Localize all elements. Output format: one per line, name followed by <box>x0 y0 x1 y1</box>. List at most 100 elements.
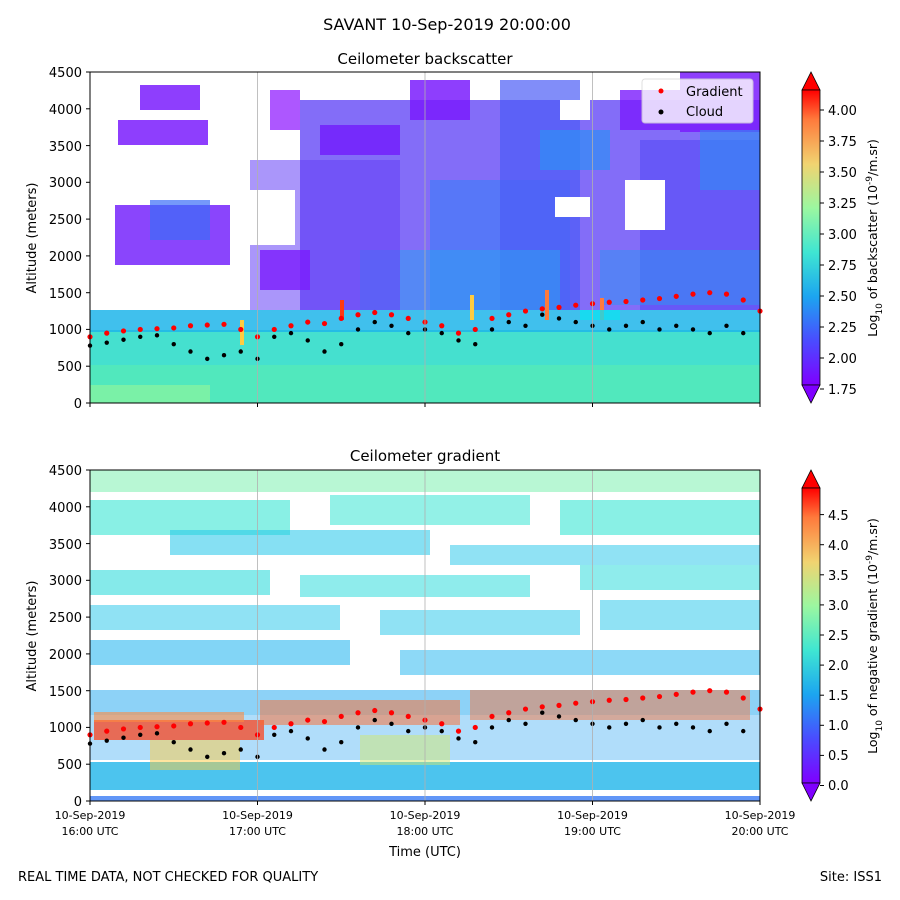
x-tick-date: 10-Sep-2019 <box>390 809 461 822</box>
colorbar-tick-label: 1.5 <box>828 689 849 704</box>
cloud-point <box>355 327 361 332</box>
gradient-point <box>522 308 529 314</box>
gradient-point <box>120 726 127 732</box>
cloud-point <box>238 747 243 752</box>
cloud-point <box>339 341 344 347</box>
cloud-point <box>674 721 679 726</box>
y-tick-label: 1500 <box>49 287 82 302</box>
cloud-point <box>707 330 712 336</box>
cloud-point <box>389 323 394 328</box>
colorbar-tick-label: 4.5 <box>828 509 849 524</box>
gradient-point <box>187 323 194 329</box>
colorbar-tick-label: 0.0 <box>828 779 849 794</box>
gradient-point <box>388 710 395 716</box>
gradient-point <box>305 319 311 325</box>
x-tick-date: 10-Sep-2019 <box>725 809 796 822</box>
gradient-gradient-markers <box>87 688 763 738</box>
colorbar-tick-label: 2.0 <box>828 659 849 674</box>
x-tick-time: 17:00 UTC <box>229 825 286 838</box>
y-tick-label: 0 <box>74 397 82 412</box>
gradient-point <box>539 306 545 312</box>
gradient-point <box>405 315 411 322</box>
y-tick-label: 1000 <box>49 323 82 338</box>
backscatter-y-label: Altitude (meters) <box>25 183 40 294</box>
cloud-point <box>657 725 662 730</box>
gradient-point <box>472 724 478 731</box>
gradient-point <box>455 330 462 336</box>
cloud-point <box>272 732 277 737</box>
cloud-point <box>623 323 629 328</box>
cloud-point <box>657 327 662 332</box>
colorbar-tick-label: 2.50 <box>828 290 857 305</box>
y-tick-label: 2000 <box>49 648 82 663</box>
cloud-point <box>724 323 729 328</box>
gradient-point <box>556 304 562 310</box>
x-tick-time: 20:00 UTC <box>731 825 788 838</box>
cloud-point <box>272 334 277 339</box>
y-tick-label: 500 <box>57 758 82 773</box>
gradient-point <box>104 728 110 734</box>
gradient-point <box>656 693 663 700</box>
y-tick-label: 4000 <box>49 501 82 516</box>
gradient-point <box>355 312 361 318</box>
cloud-point <box>355 725 361 730</box>
gradient-point <box>204 322 210 328</box>
gradient-point <box>439 323 445 329</box>
colorbar-tick-label: 3.50 <box>828 166 857 181</box>
gradient-point <box>321 320 328 327</box>
backscatter-cloud-markers <box>87 312 746 362</box>
cloud-point <box>322 349 327 354</box>
gradient-point <box>506 710 512 716</box>
gradient-point <box>338 315 344 322</box>
colorbar-tick-label: 2.5 <box>828 629 849 644</box>
x-tick-time: 16:00 UTC <box>61 825 118 838</box>
cloud-point <box>138 732 143 737</box>
y-tick-label: 2000 <box>49 250 82 265</box>
gradient-point <box>522 706 529 712</box>
cloud-point <box>607 725 612 730</box>
cloud-point <box>690 327 696 332</box>
backscatter-x-ticks <box>89 403 761 407</box>
cloud-point <box>724 721 729 726</box>
gradient-point <box>120 328 127 334</box>
cloud-point <box>188 349 193 354</box>
y-tick-label: 500 <box>57 360 82 375</box>
gradient-y-axis: 0 500 1000 1500 2000 2500 3000 3500 4000… <box>25 464 90 810</box>
gradient-point <box>405 713 411 720</box>
cloud-point <box>573 319 578 325</box>
gradient-point <box>623 696 629 703</box>
colorbar-tick-label: 3.75 <box>828 135 857 150</box>
legend-gradient-label: Gradient <box>686 85 743 100</box>
cloud-point <box>305 338 310 343</box>
backscatter-y-axis: 0 500 1000 1500 2000 2500 3000 3500 4000… <box>25 66 90 412</box>
cloud-point <box>389 721 394 726</box>
x-tick-date: 10-Sep-2019 <box>557 809 628 822</box>
x-axis-label: Time (UTC) <box>388 845 461 860</box>
gradient-point <box>137 724 143 731</box>
figure-title: SAVANT 10-Sep-2019 20:00:00 <box>323 15 571 34</box>
cloud-point <box>406 330 411 336</box>
cloud-point <box>188 747 193 752</box>
cloud-point <box>690 725 696 730</box>
gradient-point <box>171 723 177 729</box>
cloud-point <box>741 728 746 734</box>
cloud-point <box>456 736 461 741</box>
y-tick-label: 3500 <box>49 538 82 553</box>
cloud-point <box>205 754 210 760</box>
x-tick-date: 10-Sep-2019 <box>222 809 293 822</box>
cloud-point <box>489 327 495 332</box>
gradient-point <box>740 695 746 701</box>
gradient-point <box>573 700 579 706</box>
colorbar-tick-label: 1.0 <box>828 719 849 734</box>
legend-cloud-marker <box>658 109 664 115</box>
cloud-point <box>322 747 327 752</box>
y-tick-label: 4500 <box>49 66 82 81</box>
gradient-point <box>606 697 612 703</box>
gradient-point <box>187 721 194 727</box>
cloud-point <box>707 728 712 734</box>
cloud-point <box>121 735 126 740</box>
gradient-point <box>723 291 730 297</box>
gradient-point <box>288 323 294 329</box>
cloud-point <box>473 341 478 347</box>
gradient-point <box>221 719 227 725</box>
